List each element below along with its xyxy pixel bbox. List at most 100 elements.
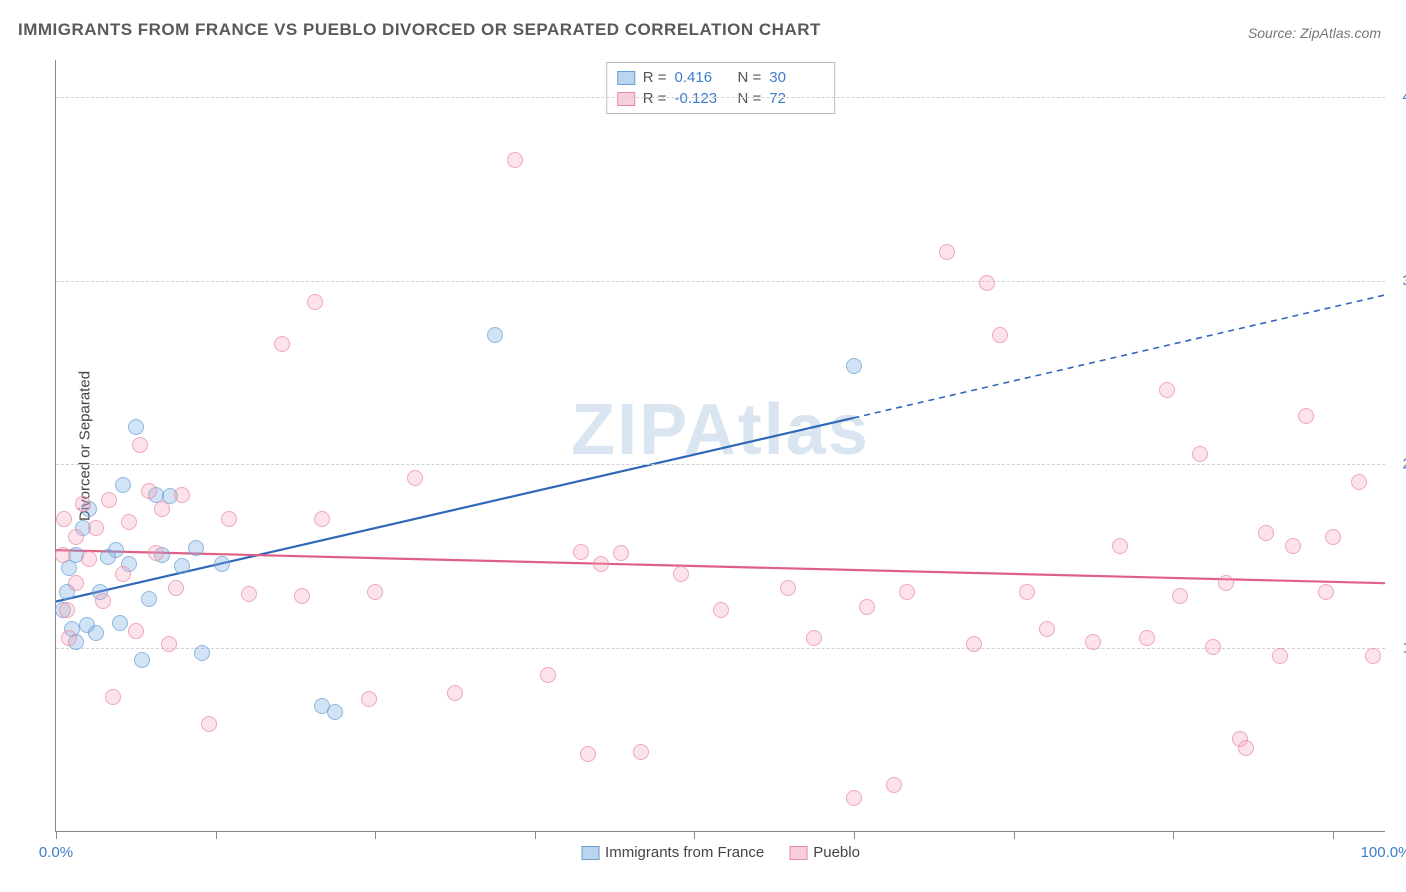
data-point-pueblo (713, 602, 729, 618)
trend-line-dashed-france (853, 295, 1385, 418)
trend-line-france (56, 418, 853, 602)
data-point-france (134, 652, 150, 668)
swatch-pink-icon (617, 92, 635, 106)
data-point-pueblo (56, 511, 72, 527)
data-point-pueblo (447, 685, 463, 701)
data-point-pueblo (161, 636, 177, 652)
data-point-france (115, 477, 131, 493)
x-tick (1173, 831, 1174, 839)
data-point-pueblo (966, 636, 982, 652)
data-point-pueblo (274, 336, 290, 352)
x-tick (56, 831, 57, 839)
r-label: R = (643, 90, 667, 107)
gridline (56, 97, 1385, 98)
data-point-france (128, 419, 144, 435)
gridline (56, 281, 1385, 282)
data-point-pueblo (1325, 529, 1341, 545)
data-point-france (214, 556, 230, 572)
swatch-blue-icon (617, 71, 635, 85)
data-point-pueblo (1272, 648, 1288, 664)
data-point-pueblo (201, 716, 217, 732)
data-point-pueblo (1112, 538, 1128, 554)
data-point-pueblo (580, 746, 596, 762)
x-tick-label: 100.0% (1361, 844, 1406, 861)
data-point-pueblo (132, 437, 148, 453)
x-tick (854, 831, 855, 839)
data-point-france (141, 591, 157, 607)
swatch-pink-icon (789, 846, 807, 860)
trend-lines-svg (56, 60, 1385, 831)
data-point-pueblo (1365, 648, 1381, 664)
data-point-pueblo (61, 630, 77, 646)
data-point-pueblo (241, 586, 257, 602)
data-point-pueblo (81, 551, 97, 567)
data-point-pueblo (221, 511, 237, 527)
data-point-pueblo (168, 580, 184, 596)
n-value-france: 30 (769, 69, 824, 86)
data-point-france (88, 625, 104, 641)
legend-row-pueblo: R = -0.123 N = 72 (617, 88, 825, 109)
data-point-pueblo (846, 790, 862, 806)
data-point-pueblo (174, 487, 190, 503)
data-point-pueblo (307, 294, 323, 310)
data-point-pueblo (886, 777, 902, 793)
data-point-pueblo (1218, 575, 1234, 591)
y-tick-label: 30.0% (1402, 272, 1406, 289)
data-point-pueblo (673, 566, 689, 582)
data-point-pueblo (59, 602, 75, 618)
data-point-pueblo (1019, 584, 1035, 600)
data-point-pueblo (1205, 639, 1221, 655)
data-point-pueblo (806, 630, 822, 646)
data-point-pueblo (1351, 474, 1367, 490)
data-point-pueblo (105, 689, 121, 705)
data-point-pueblo (979, 275, 995, 291)
x-tick (1333, 831, 1334, 839)
x-tick (375, 831, 376, 839)
data-point-pueblo (154, 501, 170, 517)
data-point-france (327, 704, 343, 720)
data-point-pueblo (859, 599, 875, 615)
data-point-france (194, 645, 210, 661)
x-tick-label: 0.0% (39, 844, 73, 861)
data-point-pueblo (1258, 525, 1274, 541)
data-point-pueblo (367, 584, 383, 600)
data-point-pueblo (1172, 588, 1188, 604)
y-tick-label: 20.0% (1402, 456, 1406, 473)
data-point-pueblo (95, 593, 111, 609)
data-point-pueblo (68, 575, 84, 591)
x-tick (694, 831, 695, 839)
data-point-france (108, 542, 124, 558)
series-legend: Immigrants from France Pueblo (581, 844, 860, 861)
data-point-pueblo (992, 327, 1008, 343)
data-point-pueblo (1192, 446, 1208, 462)
data-point-pueblo (1298, 408, 1314, 424)
legend-label-pueblo: Pueblo (813, 844, 860, 861)
x-tick (1014, 831, 1015, 839)
data-point-pueblo (55, 547, 71, 563)
legend-item-pueblo: Pueblo (789, 844, 860, 861)
data-point-pueblo (294, 588, 310, 604)
data-point-pueblo (407, 470, 423, 486)
data-point-pueblo (75, 496, 91, 512)
data-point-pueblo (540, 667, 556, 683)
data-point-pueblo (1039, 621, 1055, 637)
data-point-france (174, 558, 190, 574)
data-point-pueblo (88, 520, 104, 536)
source-attribution: Source: ZipAtlas.com (1248, 25, 1381, 41)
data-point-pueblo (613, 545, 629, 561)
data-point-pueblo (121, 514, 137, 530)
data-point-france (188, 540, 204, 556)
trend-line-pueblo (56, 550, 1385, 583)
chart-title: IMMIGRANTS FROM FRANCE VS PUEBLO DIVORCE… (18, 20, 821, 40)
data-point-pueblo (68, 529, 84, 545)
data-point-pueblo (148, 545, 164, 561)
data-point-pueblo (899, 584, 915, 600)
data-point-france (846, 358, 862, 374)
gridline (56, 464, 1385, 465)
data-point-france (487, 327, 503, 343)
legend-row-france: R = 0.416 N = 30 (617, 67, 825, 88)
r-label: R = (643, 69, 667, 86)
data-point-pueblo (101, 492, 117, 508)
n-value-pueblo: 72 (769, 90, 824, 107)
data-point-pueblo (1238, 740, 1254, 756)
